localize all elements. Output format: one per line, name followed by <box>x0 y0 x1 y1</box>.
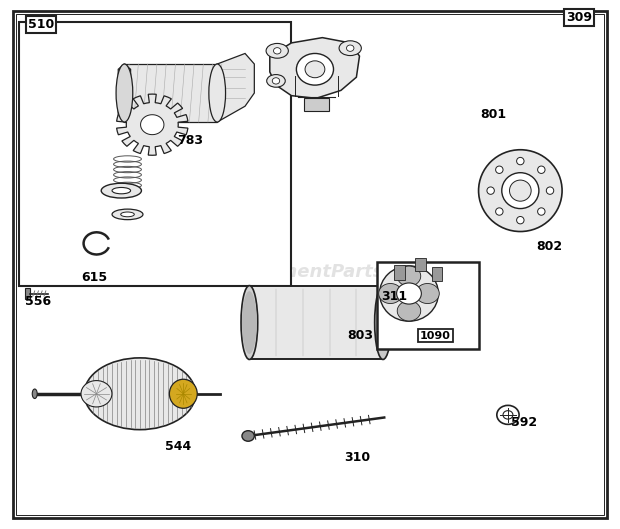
Bar <box>415 258 427 271</box>
Bar <box>25 288 30 299</box>
Ellipse shape <box>495 166 503 174</box>
Text: eReplacementParts.com: eReplacementParts.com <box>187 263 433 281</box>
Text: 1090: 1090 <box>420 331 451 341</box>
Ellipse shape <box>379 284 402 304</box>
Polygon shape <box>270 38 360 98</box>
Ellipse shape <box>267 75 285 87</box>
Text: 801: 801 <box>480 107 507 121</box>
Ellipse shape <box>379 266 438 321</box>
Ellipse shape <box>266 43 288 58</box>
Bar <box>249 286 383 360</box>
Circle shape <box>397 283 422 304</box>
Text: 556: 556 <box>25 295 51 308</box>
Text: 311: 311 <box>381 290 407 303</box>
Ellipse shape <box>516 158 524 165</box>
Ellipse shape <box>479 150 562 232</box>
Ellipse shape <box>169 379 197 408</box>
Text: 510: 510 <box>28 18 54 31</box>
Ellipse shape <box>546 187 554 194</box>
Bar <box>433 267 443 281</box>
Circle shape <box>305 61 325 78</box>
Ellipse shape <box>502 172 539 208</box>
Polygon shape <box>217 53 254 122</box>
Text: 803: 803 <box>347 329 373 342</box>
Circle shape <box>273 48 281 54</box>
Ellipse shape <box>397 266 421 286</box>
Bar <box>394 264 405 280</box>
Ellipse shape <box>112 187 131 194</box>
Text: 544: 544 <box>165 440 191 453</box>
Text: 310: 310 <box>344 451 370 463</box>
Circle shape <box>81 380 112 407</box>
Text: 615: 615 <box>81 271 107 284</box>
Ellipse shape <box>510 180 531 201</box>
Ellipse shape <box>116 64 133 122</box>
Ellipse shape <box>32 389 37 398</box>
Ellipse shape <box>495 208 503 215</box>
Bar <box>125 64 217 122</box>
Circle shape <box>497 405 519 424</box>
Text: 592: 592 <box>511 416 537 429</box>
Circle shape <box>272 78 280 84</box>
Ellipse shape <box>538 166 545 174</box>
Ellipse shape <box>339 41 361 56</box>
Ellipse shape <box>397 301 421 321</box>
Ellipse shape <box>101 183 141 198</box>
Ellipse shape <box>538 208 545 215</box>
Polygon shape <box>141 115 164 135</box>
Text: 783: 783 <box>177 134 203 147</box>
Ellipse shape <box>487 187 494 194</box>
Ellipse shape <box>112 209 143 220</box>
Bar <box>377 262 479 349</box>
Ellipse shape <box>84 358 195 430</box>
Circle shape <box>347 45 354 51</box>
Polygon shape <box>118 64 131 122</box>
Bar <box>19 22 291 286</box>
Circle shape <box>242 431 254 441</box>
Text: 802: 802 <box>536 240 562 252</box>
Ellipse shape <box>516 216 524 224</box>
Ellipse shape <box>374 286 391 360</box>
Circle shape <box>503 411 513 419</box>
Polygon shape <box>117 94 188 156</box>
Text: 309: 309 <box>566 11 592 24</box>
Ellipse shape <box>416 284 440 304</box>
Ellipse shape <box>209 64 226 122</box>
Ellipse shape <box>121 212 135 217</box>
Ellipse shape <box>241 286 258 360</box>
Circle shape <box>296 53 334 85</box>
Polygon shape <box>304 98 329 112</box>
Ellipse shape <box>242 291 257 354</box>
